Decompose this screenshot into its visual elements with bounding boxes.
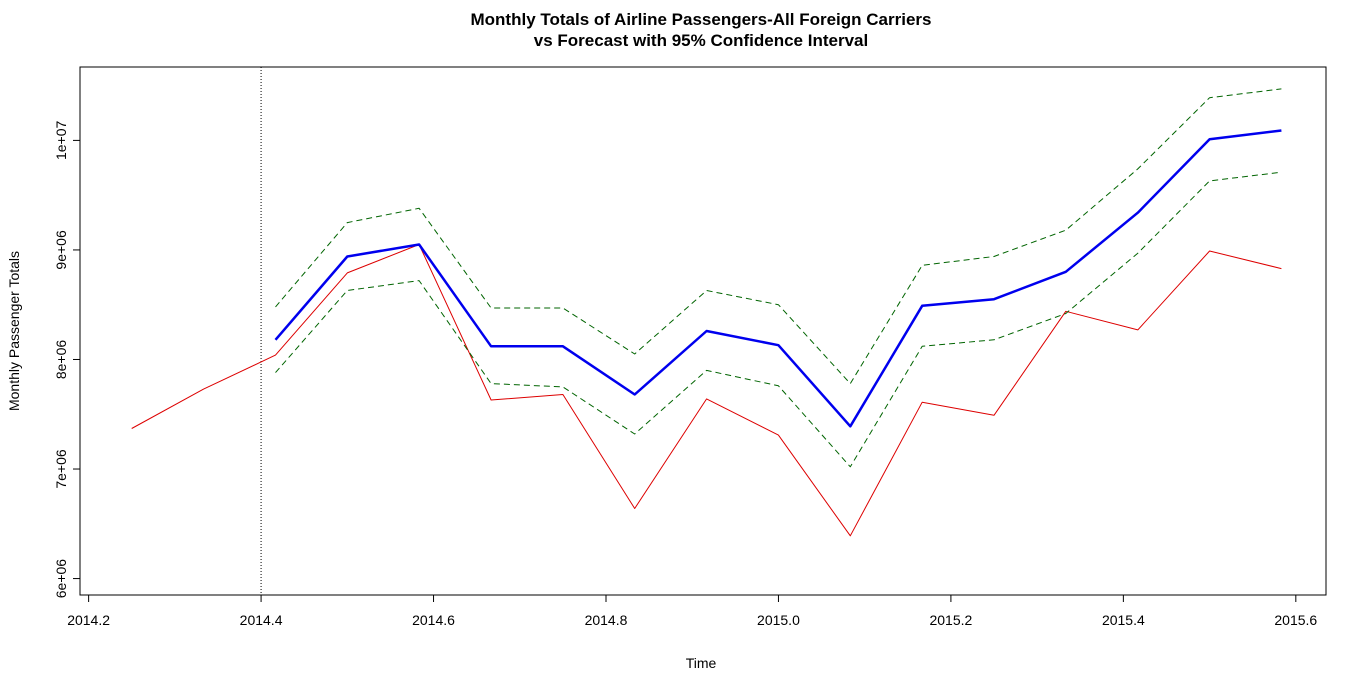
y-tick-label: 1e+07 — [53, 121, 69, 161]
x-tick-label: 2015.4 — [1102, 612, 1145, 628]
x-tick-label: 2015.0 — [757, 612, 800, 628]
y-tick-label: 6e+06 — [53, 559, 69, 599]
y-tick-label: 8e+06 — [53, 340, 69, 380]
y-axis: 6e+06 7e+06 8e+06 9e+06 1e+07 — [53, 121, 81, 599]
y-axis-label: Monthly Passenger Totals — [6, 251, 22, 411]
actual-series-line — [131, 244, 1282, 537]
chart-title-line-2: vs Forecast with 95% Confidence Interval — [534, 31, 868, 50]
x-axis: 2014.2 2014.4 2014.6 2014.8 2015.0 2015.2 2015… — [67, 594, 1317, 628]
chart-title-line-1: Monthly Totals of Airline Passengers-All… — [471, 10, 932, 29]
y-tick-label: 9e+06 — [53, 230, 69, 270]
plot-frame — [79, 66, 1327, 596]
x-tick-label: 2014.6 — [412, 612, 455, 628]
y-tick-label: 7e+06 — [53, 449, 69, 489]
x-tick-label: 2014.8 — [585, 612, 628, 628]
x-tick-label: 2014.2 — [67, 612, 110, 628]
forecast-series-line — [274, 129, 1282, 428]
x-axis-label: Time — [686, 655, 717, 671]
lower-ci-series-line — [275, 171, 1282, 468]
x-tick-label: 2014.4 — [240, 612, 283, 628]
x-tick-label: 2015.6 — [1274, 612, 1317, 628]
x-tick-label: 2015.2 — [929, 612, 972, 628]
upper-ci-series-line — [275, 88, 1282, 385]
